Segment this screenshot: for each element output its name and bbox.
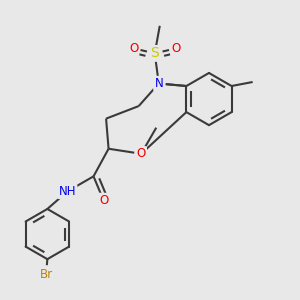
- Text: O: O: [99, 194, 108, 207]
- Text: S: S: [150, 46, 159, 60]
- Text: NH: NH: [59, 185, 76, 198]
- Text: O: O: [129, 42, 138, 55]
- Text: O: O: [171, 42, 181, 55]
- Text: Br: Br: [40, 268, 53, 281]
- Text: N: N: [154, 77, 163, 90]
- Text: O: O: [136, 147, 146, 160]
